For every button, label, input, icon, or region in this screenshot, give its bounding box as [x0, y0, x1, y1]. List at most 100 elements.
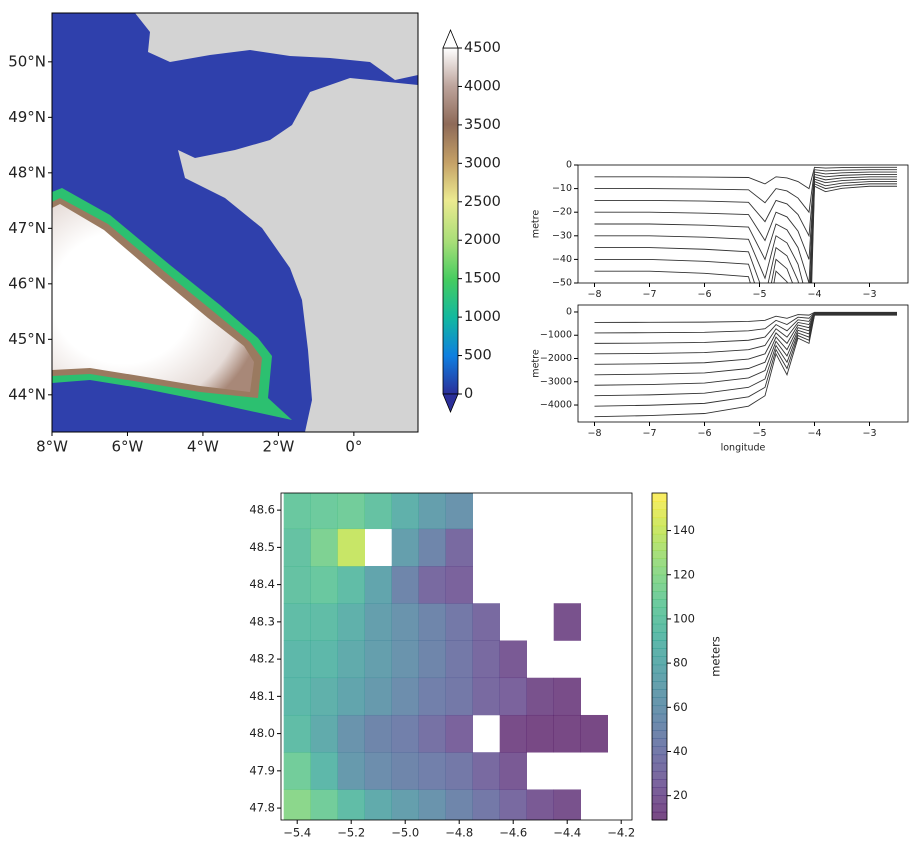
y-tick-label: 48.4: [249, 577, 275, 591]
colorbar-swatch: [652, 770, 667, 780]
y-tick-label: 0: [566, 160, 572, 171]
heat-cell: [553, 677, 581, 716]
x-tick-label: −7: [642, 428, 656, 439]
colorbar-swatch: [652, 779, 667, 788]
colorbar-swatch: [652, 713, 667, 723]
heat-cell: [310, 677, 338, 716]
colorbar-swatch: [652, 582, 667, 592]
colorbar-tick-label: 500: [464, 348, 492, 364]
colorbar-swatch: [652, 697, 667, 707]
x-tick-label: −7: [642, 289, 656, 300]
x-tick-label: −5: [752, 289, 766, 300]
heat-cell: [337, 565, 365, 604]
y-tick-label: −20: [552, 207, 572, 218]
colorbar-swatch: [652, 721, 667, 731]
heat-cell: [391, 493, 419, 530]
heat-cell: [418, 565, 446, 604]
colorbar-label: meters: [709, 636, 723, 677]
heat-cell: [472, 789, 500, 820]
y-tick-label: 46°N: [8, 274, 46, 292]
map-layers: [52, 13, 418, 432]
colorbar-tick-label: 40: [673, 744, 688, 758]
colorbar-swatch: [652, 615, 667, 625]
heat-cell: [283, 677, 311, 716]
colorbar-swatch: [652, 811, 667, 821]
heat-cell: [283, 789, 311, 820]
colorbar-swatch: [652, 640, 667, 649]
heat-cell: [364, 640, 392, 679]
heat-cell: [445, 789, 473, 820]
heat-cell: [310, 493, 338, 530]
colorbar-swatch: [652, 566, 667, 576]
colorbar-swatch: [652, 509, 667, 519]
heat-cell: [580, 714, 608, 753]
heat-cell: [499, 789, 527, 820]
level-line: [594, 183, 897, 283]
colorbar-swatch: [652, 656, 667, 666]
colorbar-swatch: [652, 705, 667, 715]
heat-cell: [364, 493, 392, 530]
heat-cell: [445, 640, 473, 679]
x-tick-label: −5.4: [283, 825, 311, 839]
y-tick-label: −2000: [540, 353, 572, 364]
x-tick-label: 6°W: [112, 438, 144, 456]
heat-cell: [391, 677, 419, 716]
y-tick-label: 48.5: [249, 540, 275, 554]
heat-cell: [391, 752, 419, 790]
heat-cell: [472, 752, 500, 790]
y-tick-label: 0: [566, 306, 572, 317]
heat-cell: [283, 603, 311, 641]
heat-cell: [283, 528, 311, 567]
heat-cell: [526, 789, 554, 820]
heat-cell: [553, 603, 581, 641]
heat-cell: [391, 789, 419, 820]
x-tick-label: −5.0: [391, 825, 419, 839]
colorbar-swatch: [652, 623, 667, 633]
colorbar-swatch: [652, 795, 667, 805]
colorbar-swatch: [652, 762, 667, 772]
y-tick-label: 47.8: [249, 801, 275, 815]
y-tick-label: 47.9: [249, 763, 275, 777]
x-tick-label: −5: [752, 428, 766, 439]
level-line: [594, 314, 897, 397]
heat-cell: [472, 640, 500, 679]
level-line: [594, 314, 897, 418]
colorbar-tick-label: 60: [673, 700, 688, 714]
y-tick-label: −50: [552, 278, 572, 289]
colorbar-swatch: [652, 803, 667, 813]
y-tick-label: 48.3: [249, 614, 275, 628]
heat-cell: [472, 677, 500, 716]
y-tick-label: −10: [552, 183, 572, 194]
heat-cell: [499, 640, 527, 679]
level-line: [594, 314, 897, 407]
heat-cell: [391, 714, 419, 753]
level-line: [594, 173, 897, 260]
colorbar-swatch: [652, 607, 667, 617]
x-tick-label: −8: [587, 428, 601, 439]
colorbar-swatch: [652, 517, 667, 527]
colorbar-swatch: [652, 730, 667, 739]
y-tick-label: 45°N: [8, 330, 46, 348]
heatmap-colorbar-frame: [651, 492, 668, 821]
heat-cell: [283, 565, 311, 604]
heat-cell: [445, 528, 473, 567]
colorbar-swatch: [652, 631, 667, 641]
heat-cell: [364, 565, 392, 604]
y-tick-label: 44°N: [8, 385, 46, 403]
x-tick-label: −4: [807, 289, 821, 300]
heat-cell: [499, 677, 527, 716]
colorbar-swatch: [652, 664, 667, 674]
heat-cell: [526, 677, 554, 716]
heat-cell: [283, 493, 311, 530]
y-tick-label: −4000: [540, 400, 572, 411]
y-tick-label: 48°N: [8, 163, 46, 181]
y-tick-label: −40: [552, 254, 572, 265]
colorbar-tick-label: 20: [673, 788, 688, 802]
x-tick-label: −3: [862, 289, 876, 300]
colorbar-swatch: [652, 591, 667, 600]
heat-cell: [310, 565, 338, 604]
colorbar-swatch: [652, 681, 667, 690]
heat-cell: [445, 677, 473, 716]
colorbar-swatch: [652, 558, 667, 568]
